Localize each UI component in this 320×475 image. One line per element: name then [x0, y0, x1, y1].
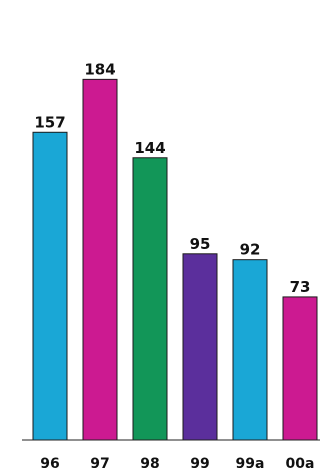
- bar-00a: [282, 296, 318, 441]
- value-label-97: 184: [84, 60, 115, 78]
- value-label-99a: 92: [240, 241, 261, 259]
- value-labels-group: 157 184 144 95 92 73: [34, 60, 310, 296]
- bar-99: [182, 253, 218, 441]
- value-label-00a: 73: [290, 278, 311, 296]
- x-tick-label-97: 97: [90, 456, 109, 472]
- value-label-99: 95: [190, 235, 211, 253]
- x-tick-label-99a: 99a: [236, 456, 265, 472]
- x-tick-label-98: 98: [140, 456, 159, 472]
- x-tick-label-96: 96: [40, 456, 59, 472]
- bar-97: [82, 78, 118, 441]
- bars-group: [32, 78, 318, 441]
- x-tick-label-00a: 00a: [286, 456, 315, 472]
- value-label-96: 157: [34, 113, 65, 131]
- x-tick-label-99: 99: [190, 456, 209, 472]
- x-tick-labels-group: 96 97 98 99 99a 00a: [40, 456, 314, 472]
- value-label-98: 144: [134, 139, 165, 157]
- bar-96: [32, 131, 68, 441]
- bar-99a: [232, 259, 268, 441]
- bar-98: [132, 157, 168, 441]
